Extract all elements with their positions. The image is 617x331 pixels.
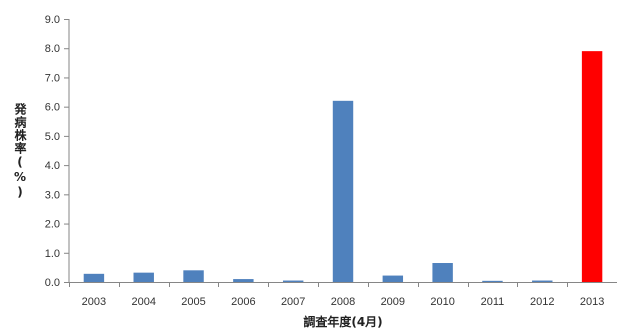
y-tick-label: 3.0 <box>45 189 60 201</box>
x-tick-label: 2004 <box>131 296 155 308</box>
bar-2010 <box>432 263 453 282</box>
y-tick-label: 0.0 <box>45 277 60 289</box>
bar-2004 <box>133 272 154 282</box>
x-tick-label: 2013 <box>580 296 604 308</box>
x-tick-label: 2005 <box>181 296 205 308</box>
x-axis-title: 調査年度(4月) <box>303 314 382 329</box>
y-tick-label: 7.0 <box>45 72 60 84</box>
x-tick-label: 2007 <box>281 296 305 308</box>
y-tick-label: 4.0 <box>45 160 60 172</box>
x-tick-label: 2008 <box>331 296 355 308</box>
x-axis-ticks: 2003 2004 2005 2006 2007 2008 2009 2010 2011 2012… <box>82 296 605 308</box>
x-tick-label: 2010 <box>430 296 454 308</box>
y-tick-label: 2.0 <box>45 219 60 231</box>
y-axis-title: 発病株率(%) <box>13 102 27 200</box>
x-tick-label: 2011 <box>481 296 505 308</box>
bar-2009 <box>382 275 404 282</box>
bar-2011 <box>482 280 503 282</box>
x-tick-label: 2006 <box>231 296 255 308</box>
axes <box>64 19 617 287</box>
bar-2008 <box>332 100 354 282</box>
bar-2006 <box>233 279 254 282</box>
bar-2013 <box>581 51 603 282</box>
bar-2012 <box>532 280 553 282</box>
bars-group <box>83 51 603 282</box>
bar-2007 <box>282 280 304 282</box>
bar-2005 <box>183 270 204 282</box>
y-tick-label: 6.0 <box>45 102 60 114</box>
y-axis-ticks: 0.0 1.0 2.0 3.0 4.0 5.0 6.0 7.0 8.0 9.0 <box>45 14 60 289</box>
x-tick-label: 2009 <box>381 296 405 308</box>
y-tick-label: 1.0 <box>45 248 60 260</box>
x-tick-label: 2012 <box>530 296 554 308</box>
x-tick-label: 2003 <box>82 296 106 308</box>
y-tick-label: 5.0 <box>45 131 60 143</box>
y-tick-label: 8.0 <box>45 43 60 55</box>
bar-2003 <box>83 273 105 282</box>
y-tick-label: 9.0 <box>45 14 60 26</box>
